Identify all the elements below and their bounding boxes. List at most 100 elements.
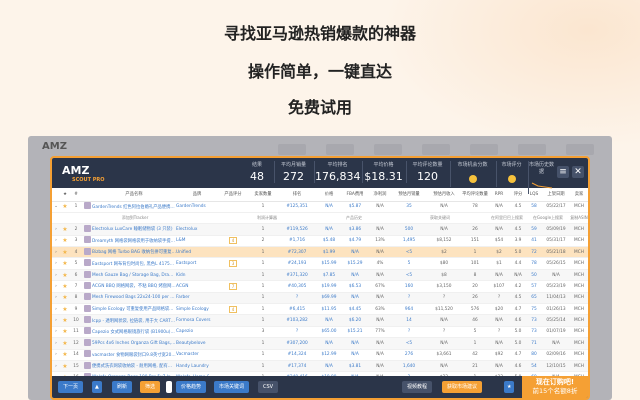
refresh-button[interactable]: 刷新 xyxy=(112,381,133,393)
csv-button[interactable]: CSV xyxy=(258,381,279,393)
star-icon[interactable]: ★ xyxy=(60,292,70,305)
cell-lqs[interactable]: 78 xyxy=(526,257,542,270)
expand-chevron-icon[interactable]: › xyxy=(52,303,60,316)
cell-brand[interactable]: Formosa Covers xyxy=(176,314,218,327)
column-header[interactable] xyxy=(82,188,92,202)
action-button[interactable]: 添加到Tracker xyxy=(52,212,218,225)
expand-chevron-icon[interactable]: › xyxy=(52,246,60,259)
column-header[interactable]: # xyxy=(70,188,82,202)
column-header[interactable]: 预估月销量 xyxy=(392,188,426,202)
expand-chevron-icon[interactable]: › xyxy=(52,235,60,248)
table-row[interactable]: › ★ 2 Electrolux LuxCare 睡眠储物袋 (3 只装) Electr… xyxy=(52,223,588,236)
action-button[interactable]: 在阿里巴巴上搜索 xyxy=(488,212,526,225)
column-header[interactable] xyxy=(52,188,60,202)
column-header[interactable]: 上架日期 xyxy=(542,188,570,202)
cell-lqs[interactable]: 54 xyxy=(526,360,542,373)
product-name-link[interactable]: ACGN BBQ 网格网袋，不粘 BBQ 烤盘网格烧烤可重复使用... xyxy=(92,280,176,293)
expand-chevron-icon[interactable]: › xyxy=(52,280,60,293)
star-icon[interactable]: ★ xyxy=(60,326,70,339)
market-advice-button[interactable]: 获取市场建议 xyxy=(442,381,483,393)
column-header[interactable]: 产品名称 xyxy=(92,188,176,202)
product-name-link[interactable]: 59Pcs 4x6 Inches Organza Gift Bags,Beaut… xyxy=(92,337,176,350)
cell-lqs[interactable]: 73 xyxy=(526,314,542,327)
product-name-link[interactable]: 便携式洗衣网袋收纳袋 - 耐用网格, 配有滑动拉链和把手... xyxy=(92,360,176,373)
action-button[interactable]: 复制ASIN xyxy=(570,212,588,225)
cell-brand[interactable]: Electrolux xyxy=(176,223,218,236)
cell-lqs[interactable]: 73 xyxy=(526,326,542,339)
cell-brand[interactable]: Handy Laundry xyxy=(176,360,218,373)
cell-lqs[interactable]: 65 xyxy=(526,292,542,305)
cell-brand[interactable]: GardenTrends xyxy=(176,201,218,213)
table-row[interactable]: ›★14 vacmaster 食物网眼袋封口9.8英寸宽20.4 cm 卷筒 ba… xyxy=(52,349,588,361)
product-name-link[interactable]: vacmaster 食物网眼袋封口9.8英寸宽20.4 cm 卷筒 bags -… xyxy=(92,349,176,361)
expand-chevron-icon[interactable]: › xyxy=(52,326,60,339)
price-trend-button[interactable]: 价格趋势 xyxy=(176,381,207,393)
column-header[interactable]: 卖家数量 xyxy=(248,188,278,202)
product-name-link[interactable]: Bizbag 网格 Turbo BAG 收纳包拼可重复使用大容量手提包 xyxy=(92,246,176,259)
cell-brand[interactable]: Farber xyxy=(176,292,218,305)
table-row[interactable]: ›★9 Simple Ecology 可重复使用产品网格袋套装, 细绳, 可水洗.… xyxy=(52,303,588,316)
star-icon[interactable]: ★ xyxy=(60,246,70,259)
expand-chevron-icon[interactable]: › xyxy=(52,349,60,361)
product-name-link[interactable]: GardenTrends 红色阿拉伯婚礼产品便携式烤肉架 - 45.72 厘米.… xyxy=(92,201,176,213)
star-icon[interactable]: ★ xyxy=(60,223,70,236)
action-button[interactable]: 获取关键词 xyxy=(392,212,488,225)
star-icon[interactable]: ★ xyxy=(60,314,70,327)
stat-opportunity-score[interactable]: 市场机会分数 xyxy=(450,161,494,187)
column-header[interactable]: 产品评分 xyxy=(218,188,248,202)
product-name-link[interactable]: Dreamyth 网格袋网格袋用于收纳袋手提袋旅游袋 xyxy=(92,235,176,248)
scroll-up-button[interactable]: ▲ xyxy=(92,381,102,393)
star-icon[interactable]: ★ xyxy=(60,349,70,361)
table-row[interactable]: › ★ 5 Eastsport 网布背包时尚包, 黑色L 417570-BLK East… xyxy=(52,257,588,270)
expand-chevron-icon[interactable]: › xyxy=(52,337,60,350)
expand-chevron-icon[interactable]: › xyxy=(52,314,60,327)
expand-chevron-icon[interactable]: › xyxy=(52,257,60,270)
star-icon[interactable]: ★ xyxy=(60,337,70,350)
star-icon[interactable]: ★ xyxy=(60,280,70,293)
filter-button[interactable]: 筛选 xyxy=(140,381,161,393)
column-header[interactable]: 价格 xyxy=(316,188,342,202)
column-header[interactable]: 平均评论数量 xyxy=(462,188,488,202)
expand-chevron-icon[interactable]: › xyxy=(52,223,60,236)
product-name-link[interactable]: Electrolux LuxCare 睡眠储物袋 (3 只装) xyxy=(92,223,176,236)
star-icon[interactable]: ★ xyxy=(60,269,70,282)
star-icon[interactable]: ★ xyxy=(60,303,70,316)
cell-lqs[interactable]: 57 xyxy=(526,280,542,293)
table-row[interactable]: ›★11 Capezio 女式网格眼镜旅行袋 (B1900u), 均码, 黑色Ca… xyxy=(52,326,588,339)
table-row[interactable]: › ★ 8 Mesh Firewood Bags 22x24-100 per Pack… xyxy=(52,292,588,305)
column-header[interactable]: RPR xyxy=(488,188,510,202)
product-name-link[interactable]: Mesh Gauze Bag / Storage Bag, Drawstring… xyxy=(92,269,176,282)
cell-lqs[interactable]: 58 xyxy=(526,201,542,213)
cell-brand[interactable]: Kidn xyxy=(176,269,218,282)
close-icon[interactable]: ✕ xyxy=(572,166,584,178)
table-row[interactable]: ›★10 Icpp - 透明网状袋, 拉链袋, 用于大 CART 拖鞋玩具工具包F… xyxy=(52,314,588,327)
column-header[interactable]: ★ xyxy=(60,188,70,202)
favorite-button[interactable]: ★ xyxy=(504,381,515,393)
column-header[interactable]: 品牌 xyxy=(176,188,218,202)
cell-brand[interactable]: Vacmaster xyxy=(176,349,218,361)
filter-toggle[interactable] xyxy=(166,381,172,393)
column-header[interactable]: 净利润 xyxy=(368,188,392,202)
cell-brand[interactable]: Unified xyxy=(176,246,218,259)
column-header[interactable]: 卖家 xyxy=(570,188,588,202)
cell-lqs[interactable]: 72 xyxy=(526,246,542,259)
product-name-link[interactable]: Simple Ecology 可重复使用产品网格袋套装, 细绳, 可水洗... xyxy=(92,303,176,316)
star-icon[interactable]: ★ xyxy=(60,257,70,270)
cell-lqs[interactable]: 80 xyxy=(526,349,542,361)
cell-lqs[interactable]: 41 xyxy=(526,235,542,248)
next-page-button[interactable]: 下一页 xyxy=(58,381,84,393)
cell-brand[interactable]: Eastsport xyxy=(176,257,218,270)
table-row[interactable]: ›★3 Dreamyth 网格袋网格袋用于收纳袋手提袋旅游袋L&M 4 2#1,716… xyxy=(52,235,588,248)
table-row[interactable]: ›★15 便携式洗衣网袋收纳袋 - 耐用网格, 配有滑动拉链和把手...Handy… xyxy=(52,360,588,373)
column-header[interactable]: 预估月收入 xyxy=(426,188,462,202)
cell-brand[interactable]: Capezio xyxy=(176,326,218,339)
table-row[interactable]: ›★6 Mesh Gauze Bag / Storage Bag, Drawstr… xyxy=(52,269,588,282)
table-row[interactable]: ›★4 Bizbag 网格 Turbo BAG 收纳包拼可重复使用大容量手提包Un… xyxy=(52,246,588,259)
cell-brand[interactable]: L&M xyxy=(176,235,218,248)
expand-chevron-icon[interactable]: ⌄ xyxy=(52,201,60,213)
stat-market-score[interactable]: 市场评分 xyxy=(496,161,526,187)
market-keywords-button[interactable]: 市场关键词 xyxy=(214,381,250,393)
cell-lqs[interactable]: 75 xyxy=(526,303,542,316)
cell-brand[interactable]: ACGN xyxy=(176,280,218,293)
column-header[interactable]: LQS xyxy=(526,188,542,202)
